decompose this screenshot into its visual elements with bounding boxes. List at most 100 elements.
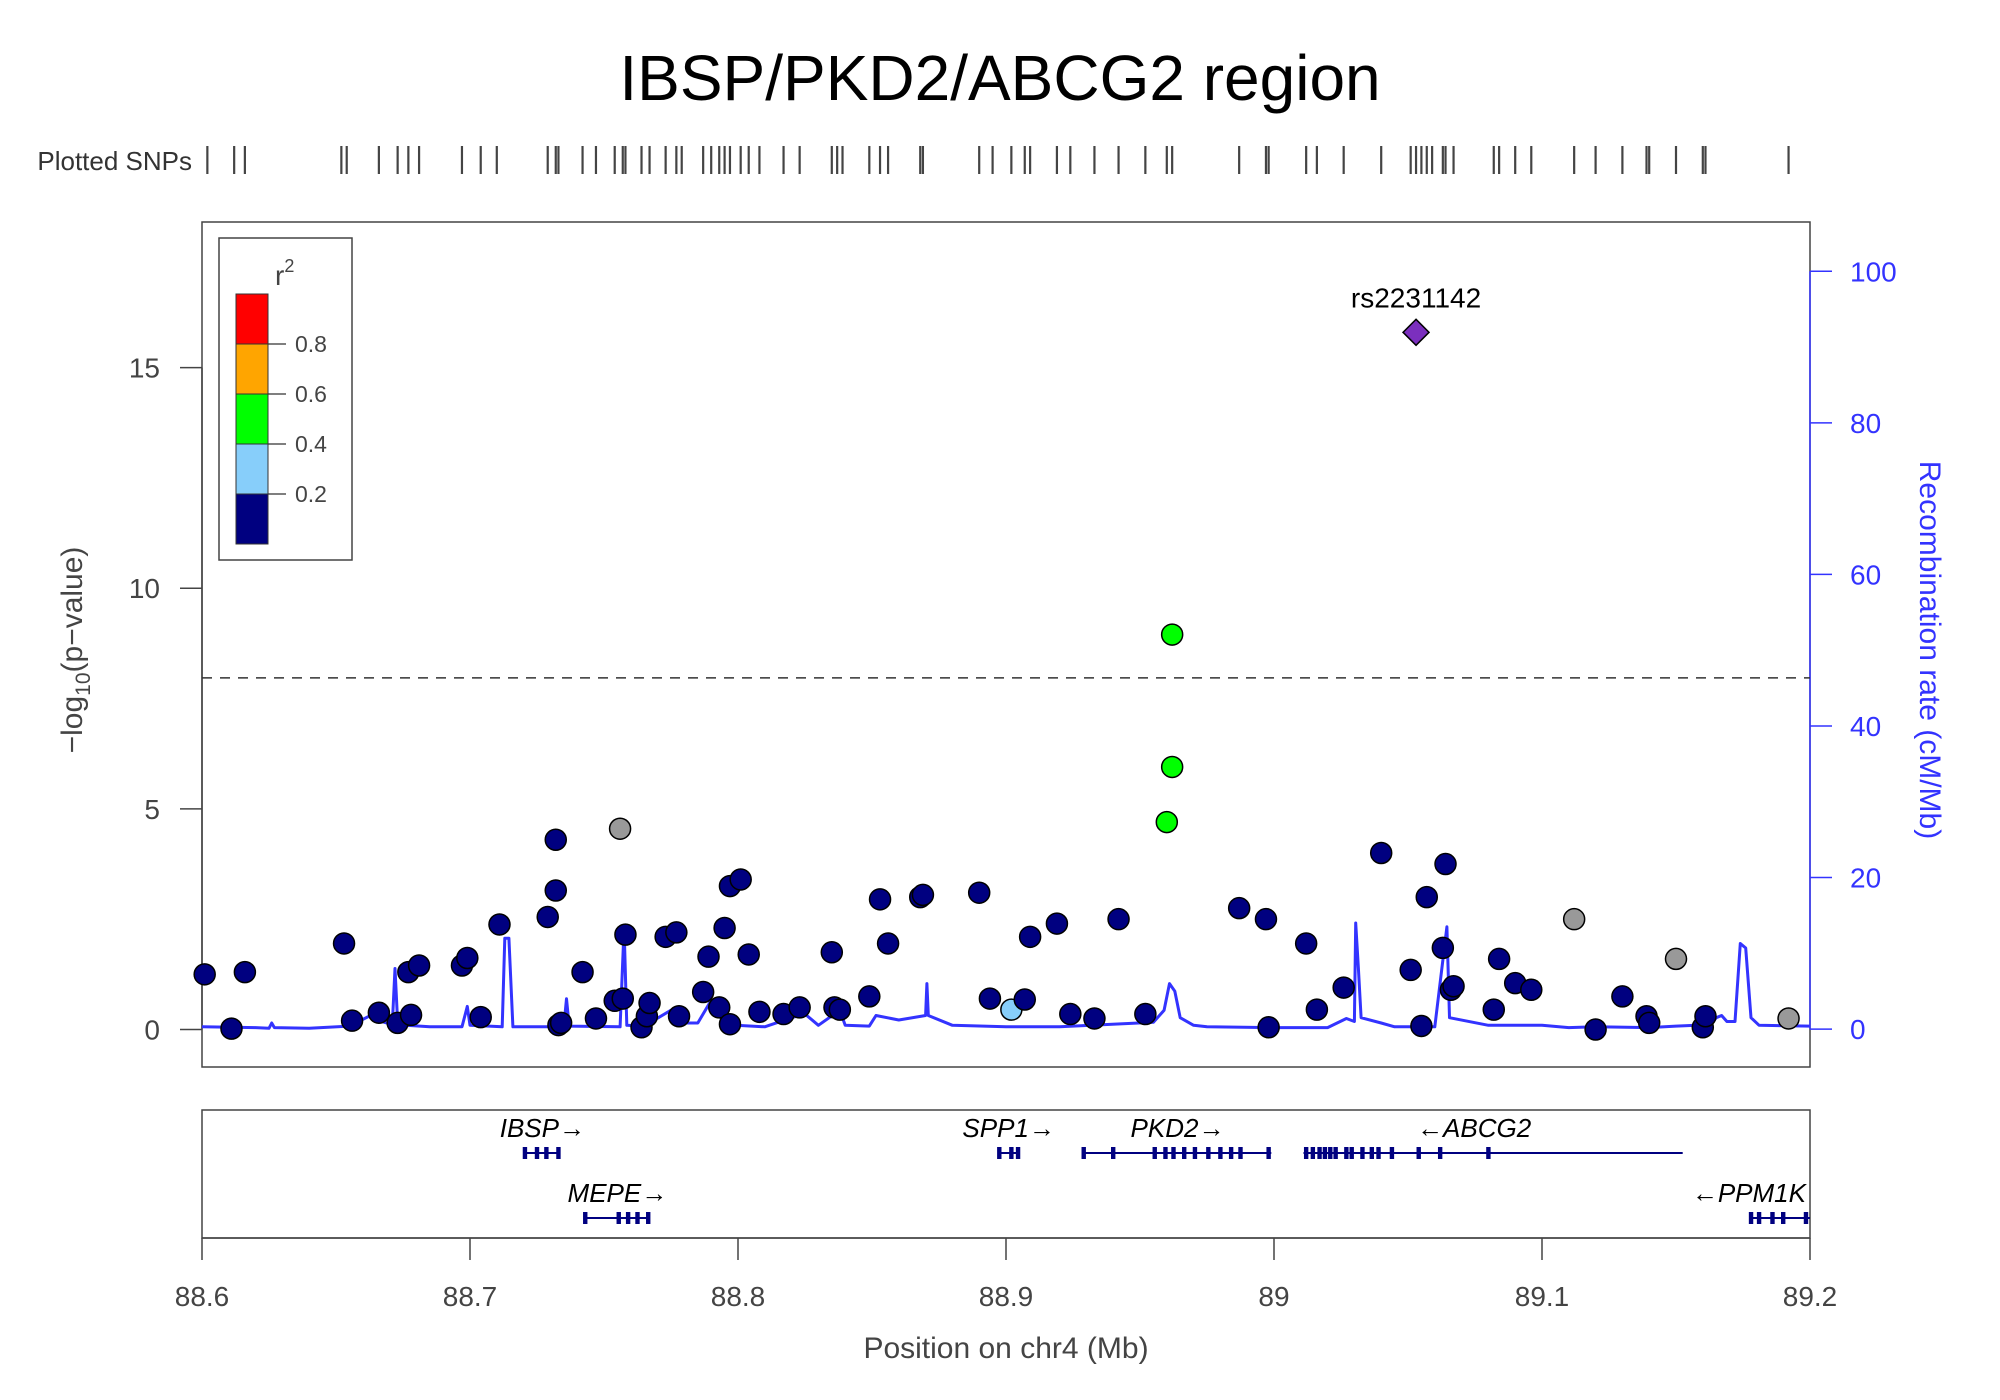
gene-exon (1748, 1212, 1754, 1224)
snp-point (788, 996, 811, 1019)
gene-exon (534, 1147, 540, 1159)
snp-point (1257, 1016, 1280, 1039)
gene-exon (1416, 1147, 1421, 1159)
snp-point (638, 991, 661, 1015)
snp-point (1584, 1018, 1607, 1041)
gene-exon (544, 1147, 549, 1159)
snp-point (911, 883, 935, 907)
snp-point (608, 817, 632, 840)
gene-exon (1152, 1147, 1157, 1159)
snp-point (713, 916, 736, 940)
lead-snp-label: rs2231142 (1351, 282, 1481, 313)
snp-point (1254, 907, 1278, 931)
snp-point (399, 1003, 423, 1027)
gene-exon (1182, 1147, 1187, 1159)
gene-exon (1228, 1147, 1234, 1159)
legend-color-bin (235, 443, 269, 495)
secondary-y-tick-label: 100 (1850, 256, 1897, 287)
secondary-y-tick-label: 20 (1850, 863, 1881, 894)
secondary-y-tick-label: 80 (1850, 408, 1881, 439)
legend-label: 0.2 (295, 481, 327, 507)
snp-point (340, 1009, 364, 1032)
snp-point (544, 828, 568, 852)
y-tick-label: 10 (129, 573, 160, 604)
snp-point (549, 1011, 573, 1035)
snp-point (1442, 975, 1465, 998)
association-panel-frame (201, 221, 1811, 1068)
snp-point (1777, 1007, 1800, 1030)
gene-exon (1163, 1147, 1168, 1159)
snp-point (1045, 912, 1069, 935)
x-axis-label: Position on chr4 (Mb) (863, 1332, 1148, 1365)
gene-exon (1192, 1147, 1198, 1159)
snp-point (820, 941, 844, 964)
snp-point (737, 943, 760, 966)
gene-exon (1781, 1212, 1786, 1224)
snp-point (1611, 985, 1634, 1008)
x-tick-label: 88.6 (175, 1281, 230, 1312)
gene-exon (1206, 1147, 1211, 1159)
y-axis-label-subscript: 10 (72, 672, 95, 695)
legend-label: 0.6 (295, 381, 327, 407)
snp-point (1018, 925, 1042, 949)
snp-point (1294, 932, 1318, 955)
gene-exon (1081, 1147, 1086, 1159)
x-tick-label: 89.1 (1515, 1281, 1570, 1312)
gene-exon (1218, 1147, 1223, 1159)
snp-point (536, 905, 559, 929)
snp-track-label: Plotted SNPs (37, 146, 192, 176)
snp-point (407, 954, 431, 977)
snp-point (584, 1007, 608, 1030)
snp-point (1434, 852, 1457, 876)
snp-point (456, 946, 479, 970)
gene-exon (1266, 1147, 1271, 1159)
gene-exon (1803, 1212, 1809, 1224)
snp-point (1134, 1002, 1157, 1026)
snp-point (1482, 998, 1506, 1021)
gene-exon (646, 1212, 651, 1224)
legend-label: 0.4 (295, 431, 327, 457)
secondary-y-axis-label: Recombination rate (cM/Mb) (1913, 461, 1946, 839)
gene-exon (1009, 1147, 1014, 1159)
legend-color-bin (235, 343, 269, 395)
chart-title: IBSP/PKD2/ABCG2 region (619, 42, 1380, 114)
gene-exon (1111, 1147, 1116, 1159)
gene-track: IBSP→ MEPE→ SPP1→ PKD2→ ←ABCG2 ←PPM1K (500, 1113, 1810, 1224)
y-tick-label: 15 (129, 353, 160, 384)
gene-exon (1238, 1147, 1243, 1159)
gene-exon (522, 1147, 528, 1159)
gene-exon (625, 1212, 631, 1224)
snp-point (611, 987, 635, 1010)
ld-legend: r2 0.8 0.6 0.4 0.2 (218, 237, 353, 561)
secondary-y-tick-label: 60 (1850, 559, 1881, 590)
legend-color-bin (235, 493, 269, 545)
gene-exon (616, 1212, 621, 1224)
gene-exon (1344, 1147, 1349, 1159)
gene-exon (1389, 1147, 1395, 1159)
snp-point (1487, 947, 1511, 971)
snp-point (1399, 958, 1422, 982)
x-tick-label: 88.9 (979, 1281, 1034, 1312)
snp-point (1369, 841, 1393, 865)
gene-label: ←PPM1K (1692, 1178, 1808, 1208)
gene-exon (583, 1212, 588, 1224)
snp-point (488, 913, 511, 936)
snp-point (1431, 936, 1455, 960)
snp-point (332, 932, 356, 955)
x-tick-label: 88.8 (711, 1281, 766, 1312)
gene-exon (1369, 1147, 1375, 1159)
gene-label: SPP1→ (962, 1113, 1055, 1143)
snp-point (571, 960, 594, 984)
snp-point (233, 960, 257, 984)
legend-color-bin (235, 393, 269, 445)
snp-point (1155, 810, 1179, 834)
y-axis-label-tail: (p−value) (56, 547, 89, 673)
snp-point (1227, 896, 1251, 920)
snp-point (1664, 947, 1688, 971)
snp-track (206, 146, 1790, 174)
snp-point (967, 881, 991, 904)
gene-exon (1015, 1147, 1021, 1159)
snp-point (1332, 976, 1355, 999)
gene-exon (997, 1147, 1002, 1159)
